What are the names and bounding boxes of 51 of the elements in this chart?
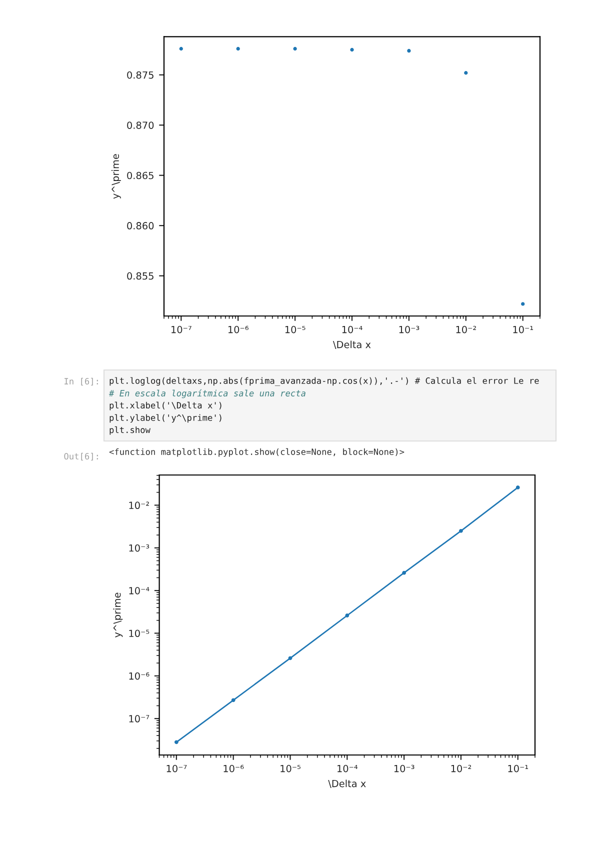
x-tick-label: 10⁻² xyxy=(451,764,472,772)
x-tick-label: 10⁻³ xyxy=(394,764,414,772)
text: <function matplotlib.pyplot.show(close=None, block=None)> xyxy=(109,448,404,457)
point xyxy=(293,46,297,51)
x-tick-label: 10⁻⁴ xyxy=(342,326,362,334)
x-tick-label: 10⁻⁵ xyxy=(285,326,306,334)
point xyxy=(345,614,350,618)
text: Out[6]: xyxy=(64,452,98,461)
x-tick-label: 10⁻⁷ xyxy=(166,764,187,772)
x-tick-label: 10⁻¹ xyxy=(513,326,534,334)
y-axis-title: y^\prime xyxy=(113,592,123,638)
x-axis-title: \Delta x xyxy=(328,780,366,788)
x-tick-label: 10⁻⁵ xyxy=(280,764,300,772)
y-tick-label: 10⁻² xyxy=(129,502,149,510)
text: plt.loglog(deltaxs,np.abs(fprima_avanzada-np.cos(x)),'.-') # Calcula el error Le re xyxy=(110,377,539,386)
y-tick-label: 0.865 xyxy=(127,172,154,180)
y-tick-label: 10⁻⁵ xyxy=(129,630,150,638)
point xyxy=(516,486,520,490)
y-tick-label: 0.875 xyxy=(127,71,154,79)
x-axis-title: \Delta x xyxy=(332,340,371,349)
y-tick-label: 10⁻³ xyxy=(129,544,150,552)
y-tick-label: 10⁻⁷ xyxy=(129,715,150,722)
point xyxy=(402,570,406,575)
point xyxy=(174,740,178,744)
y-axis-title: y^\prime xyxy=(111,154,121,199)
point xyxy=(459,528,463,533)
text: In [6]: xyxy=(64,378,98,386)
point xyxy=(288,656,292,660)
y-tick-label: 0.855 xyxy=(127,272,154,280)
x-tick-label: 10⁻⁷ xyxy=(172,326,192,334)
text: plt.xlabel('\Delta x') xyxy=(110,402,222,410)
x-tick-label: 10⁻³ xyxy=(399,326,420,334)
y-tick-label: 0.870 xyxy=(127,122,154,129)
y-tick-label: 10⁻⁴ xyxy=(129,587,150,594)
text: plt.ylabel('y^\prime') xyxy=(110,414,222,423)
x-tick-label: 10⁻¹ xyxy=(508,764,528,772)
x-tick-label: 10⁻⁴ xyxy=(338,764,358,772)
point xyxy=(179,46,183,51)
x-tick-label: 10⁻⁶ xyxy=(224,764,244,772)
y-tick-label: 0.860 xyxy=(127,222,154,230)
x-tick-label: 10⁻⁶ xyxy=(228,326,248,334)
point xyxy=(350,48,354,52)
text: # En escala logarítmica sale una recta xyxy=(108,389,306,398)
point xyxy=(236,46,240,51)
x-tick-label: 10⁻² xyxy=(456,326,476,334)
point xyxy=(407,48,411,53)
y-tick-label: 10⁻⁶ xyxy=(129,672,150,680)
point xyxy=(231,698,236,702)
point xyxy=(521,302,525,306)
text: plt.show xyxy=(110,426,150,435)
point xyxy=(464,71,468,75)
